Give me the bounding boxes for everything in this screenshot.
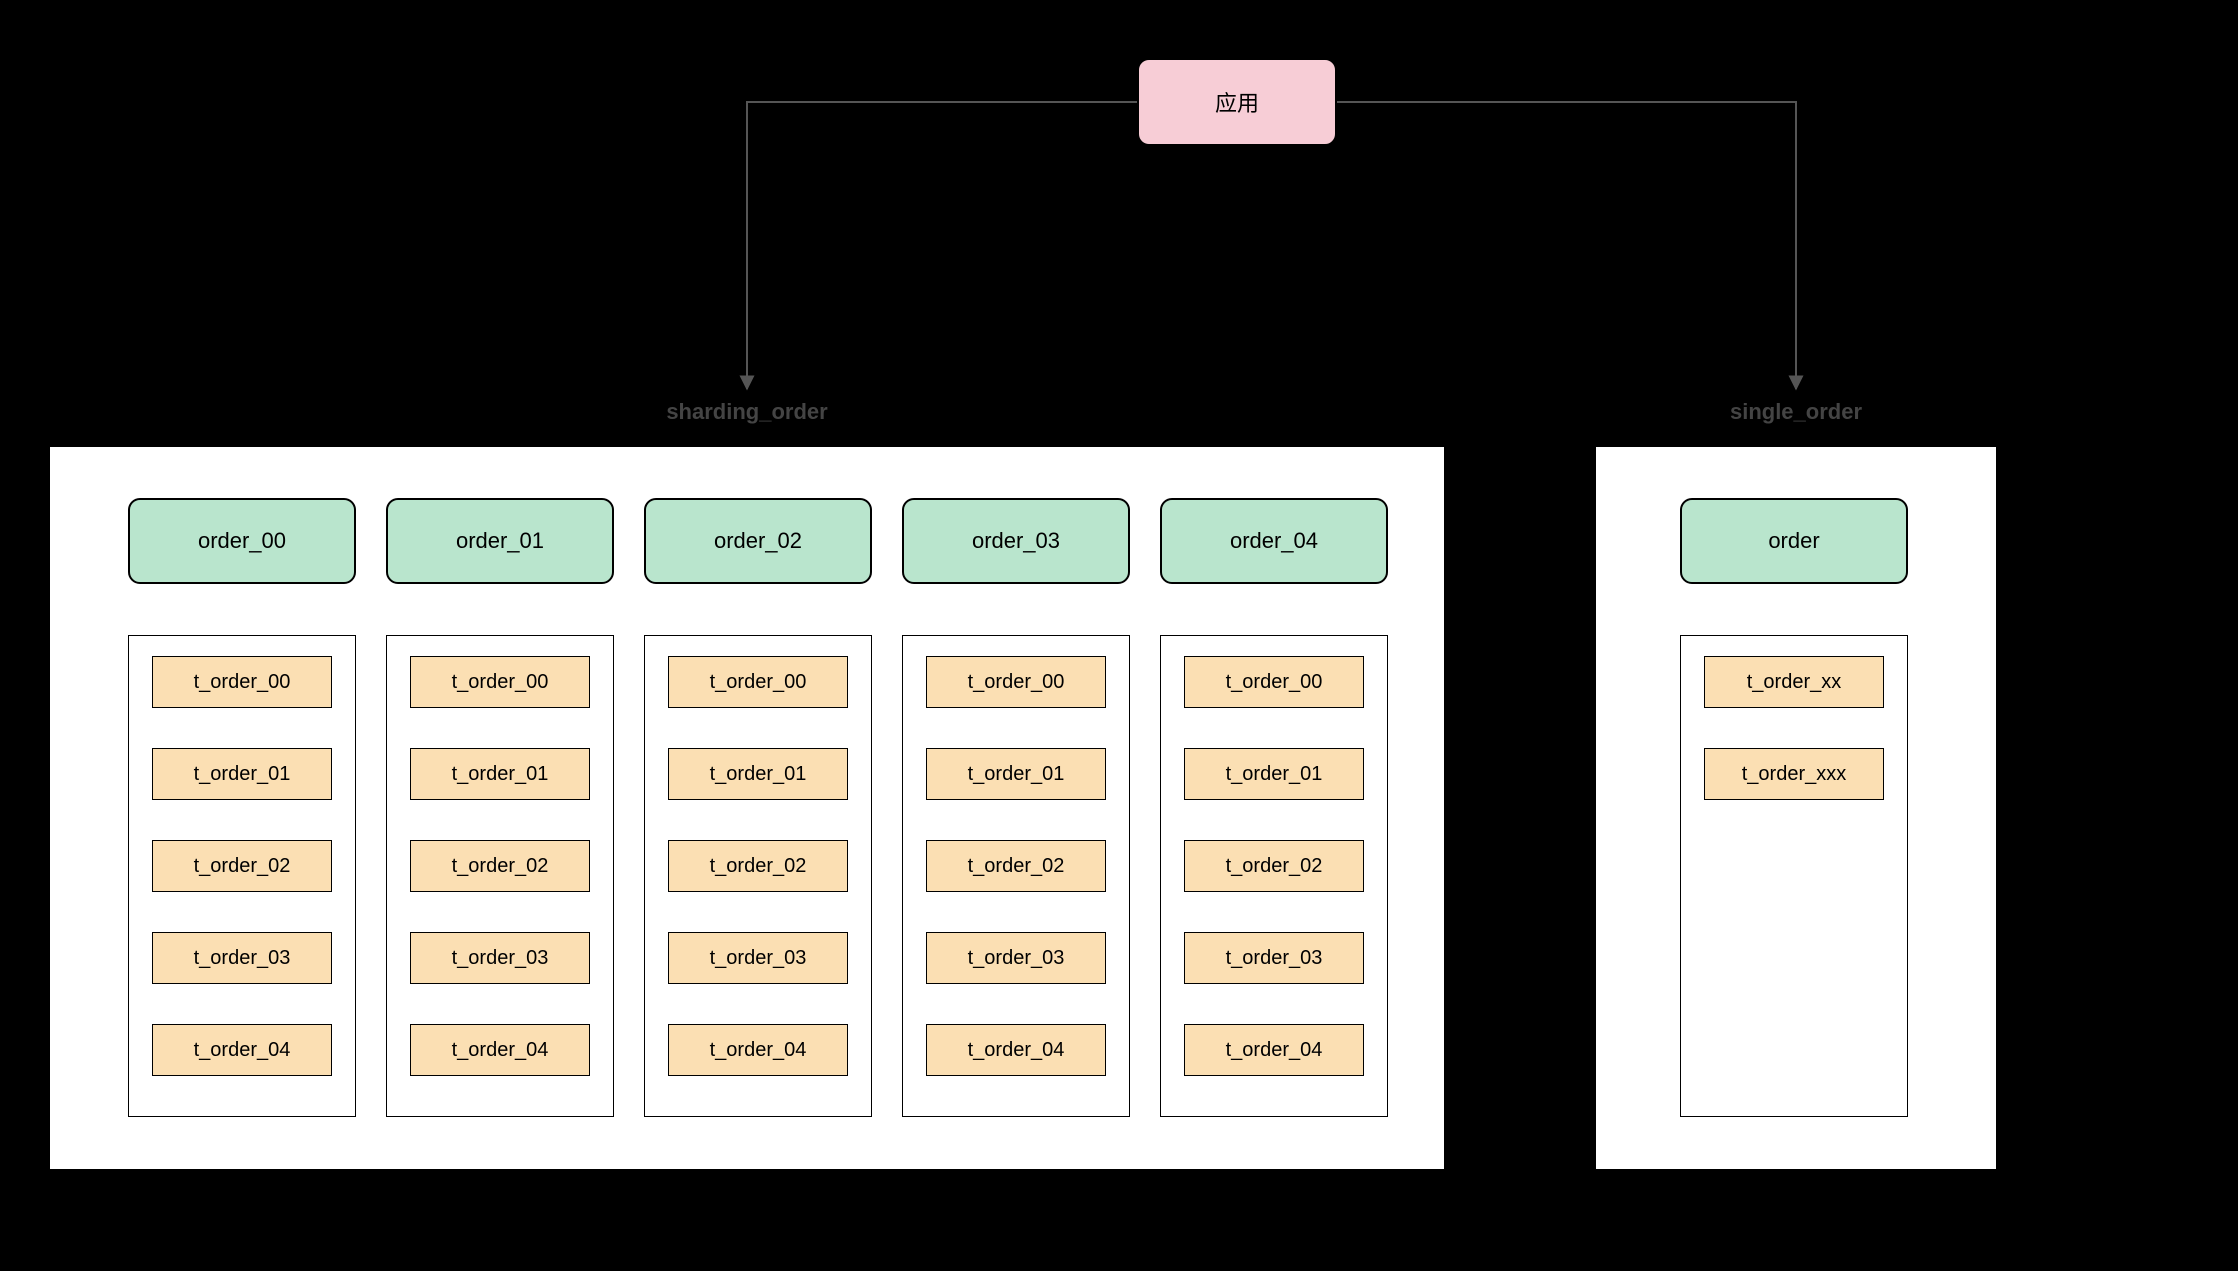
columns-layer: order_00 t_order_00 t_order_01 t_order_02 t_… xyxy=(0,0,2238,1271)
table-chip-label: t_order_03 xyxy=(1226,947,1323,970)
db-header-label: order_01 xyxy=(456,528,544,554)
table-chip-label: t_order_03 xyxy=(968,947,1065,970)
table-chip: t_order_02 xyxy=(152,840,332,892)
db-header-label: order_02 xyxy=(714,528,802,554)
db-header-label: order xyxy=(1768,528,1819,554)
table-chip-label: t_order_04 xyxy=(452,1039,549,1062)
table-chip: t_order_xxx xyxy=(1704,748,1884,800)
table-chip-label: t_order_xxx xyxy=(1742,763,1847,786)
table-chip: t_order_01 xyxy=(668,748,848,800)
table-chip: t_order_01 xyxy=(410,748,590,800)
table-chip: t_order_04 xyxy=(926,1024,1106,1076)
table-chip-label: t_order_02 xyxy=(710,855,807,878)
db-header: order_01 xyxy=(386,498,614,584)
table-chip-label: t_order_01 xyxy=(968,763,1065,786)
db-header-label: order_03 xyxy=(972,528,1060,554)
db-header: order_04 xyxy=(1160,498,1388,584)
db-header: order_03 xyxy=(902,498,1130,584)
db-header: order xyxy=(1680,498,1908,584)
table-chip: t_order_00 xyxy=(668,656,848,708)
db-header-label: order_00 xyxy=(198,528,286,554)
table-chip-label: t_order_04 xyxy=(1226,1039,1323,1062)
table-chip-label: t_order_00 xyxy=(1226,671,1323,694)
table-chip: t_order_04 xyxy=(152,1024,332,1076)
table-chip: t_order_03 xyxy=(926,932,1106,984)
table-chip: t_order_03 xyxy=(1184,932,1364,984)
table-chip-label: t_order_02 xyxy=(1226,855,1323,878)
table-chip: t_order_04 xyxy=(410,1024,590,1076)
table-chip-label: t_order_01 xyxy=(194,763,291,786)
db-header: order_02 xyxy=(644,498,872,584)
table-chip-label: t_order_01 xyxy=(1226,763,1323,786)
table-chip: t_order_00 xyxy=(410,656,590,708)
table-chip: t_order_02 xyxy=(410,840,590,892)
table-chip-label: t_order_02 xyxy=(968,855,1065,878)
table-chip-label: t_order_02 xyxy=(194,855,291,878)
table-chip-label: t_order_01 xyxy=(710,763,807,786)
db-header: order_00 xyxy=(128,498,356,584)
table-chip-label: t_order_02 xyxy=(452,855,549,878)
table-chip: t_order_00 xyxy=(152,656,332,708)
table-chip-label: t_order_00 xyxy=(968,671,1065,694)
table-chip-label: t_order_00 xyxy=(710,671,807,694)
table-chip: t_order_00 xyxy=(1184,656,1364,708)
db-header-label: order_04 xyxy=(1230,528,1318,554)
table-chip: t_order_01 xyxy=(152,748,332,800)
table-chip-label: t_order_03 xyxy=(710,947,807,970)
table-chip-label: t_order_04 xyxy=(710,1039,807,1062)
table-chip-label: t_order_04 xyxy=(194,1039,291,1062)
table-chip-label: t_order_03 xyxy=(194,947,291,970)
table-chip: t_order_03 xyxy=(152,932,332,984)
table-chip: t_order_04 xyxy=(1184,1024,1364,1076)
table-chip-label: t_order_xx xyxy=(1747,671,1842,694)
table-chip: t_order_02 xyxy=(668,840,848,892)
table-chip-label: t_order_01 xyxy=(452,763,549,786)
table-chip-label: t_order_03 xyxy=(452,947,549,970)
table-chip: t_order_03 xyxy=(410,932,590,984)
table-chip: t_order_01 xyxy=(1184,748,1364,800)
table-chip-label: t_order_00 xyxy=(452,671,549,694)
table-chip-label: t_order_04 xyxy=(968,1039,1065,1062)
table-chip: t_order_03 xyxy=(668,932,848,984)
table-chip: t_order_xx xyxy=(1704,656,1884,708)
table-chip-label: t_order_00 xyxy=(194,671,291,694)
table-chip: t_order_02 xyxy=(926,840,1106,892)
table-chip: t_order_04 xyxy=(668,1024,848,1076)
table-chip: t_order_02 xyxy=(1184,840,1364,892)
table-chip: t_order_01 xyxy=(926,748,1106,800)
table-chip: t_order_00 xyxy=(926,656,1106,708)
